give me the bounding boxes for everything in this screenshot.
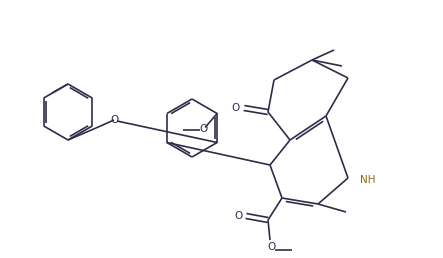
Text: O: O [232,103,240,113]
Text: NH: NH [360,175,376,185]
Text: O: O [199,125,207,134]
Text: O: O [268,242,276,252]
Text: O: O [235,211,243,221]
Text: O: O [111,115,119,125]
